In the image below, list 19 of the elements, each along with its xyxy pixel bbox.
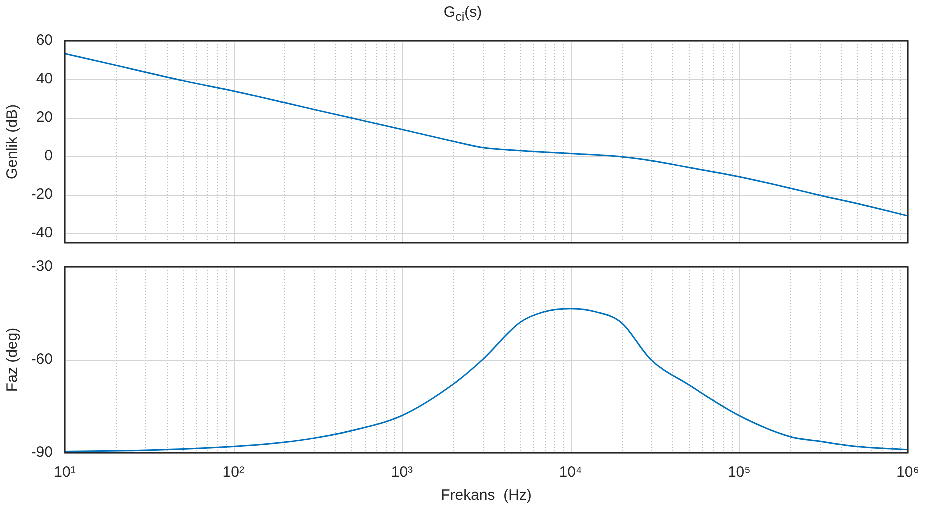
chart-title: G$_{ci}$(s) bbox=[442, 4, 484, 24]
y-tick-label: 0 bbox=[44, 148, 53, 165]
x-tick-label: 10³ bbox=[391, 464, 414, 482]
y-axis-title: Faz (deg) bbox=[4, 328, 22, 392]
y-tick-label: -60 bbox=[31, 351, 53, 368]
y-tick-label: 20 bbox=[36, 109, 53, 126]
y-axis-title: Genlik (dB) bbox=[4, 104, 22, 180]
y-tick-label: -30 bbox=[31, 258, 53, 276]
y-tick-label: 60 bbox=[36, 32, 53, 50]
x-tick-label: 10² bbox=[222, 464, 244, 482]
x-axis-title: Frekans (Hz) bbox=[441, 487, 532, 504]
y-tick-label: -90 bbox=[31, 444, 53, 462]
x-tick-label: 10⁶ bbox=[896, 464, 920, 482]
x-tick-label: 10⁵ bbox=[728, 464, 751, 482]
x-tick-label: 10¹ bbox=[54, 464, 76, 482]
y-tick-label: -40 bbox=[31, 224, 53, 242]
y-tick-label: -20 bbox=[31, 186, 53, 204]
x-tick-label: 10⁴ bbox=[559, 464, 582, 482]
y-tick-label: 40 bbox=[36, 70, 53, 88]
